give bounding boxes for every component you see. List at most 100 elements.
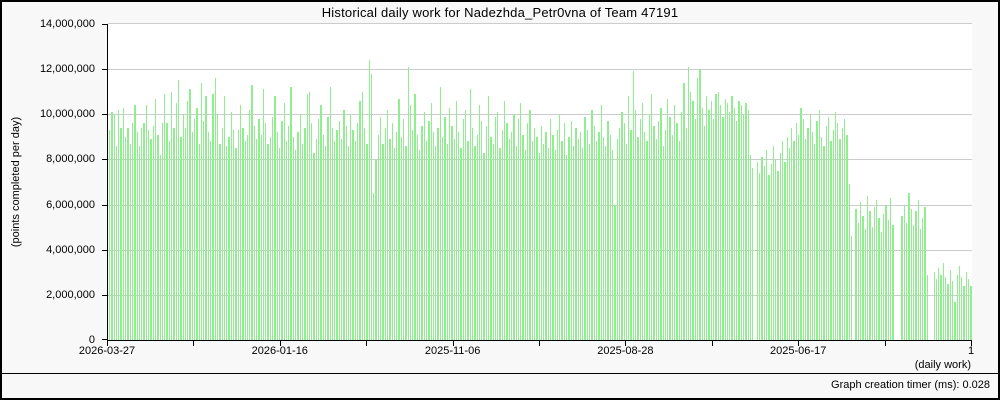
- y-tick: [102, 24, 107, 25]
- bar: [612, 150, 614, 340]
- bar: [901, 215, 903, 340]
- bar: [731, 96, 733, 340]
- bar: [527, 123, 529, 340]
- bar: [196, 107, 198, 340]
- gridline: [108, 159, 972, 161]
- bar: [770, 163, 772, 340]
- x-tick: [452, 341, 454, 346]
- bar: [382, 143, 384, 340]
- bar: [559, 114, 561, 340]
- bar: [435, 145, 437, 340]
- bar: [777, 170, 779, 340]
- bar: [816, 121, 818, 340]
- bar: [423, 112, 425, 340]
- bar: [717, 91, 719, 340]
- bar: [855, 209, 857, 340]
- bar: [283, 103, 285, 340]
- x-axis-right-caption: (daily work): [914, 359, 971, 371]
- bar: [458, 132, 460, 340]
- bar: [947, 283, 949, 340]
- x-tick: [971, 341, 972, 346]
- bar: [802, 118, 804, 340]
- bar: [329, 87, 331, 340]
- bar: [524, 150, 527, 340]
- bar: [400, 136, 402, 340]
- bar: [708, 109, 710, 340]
- bar: [768, 175, 770, 340]
- bar: [143, 123, 145, 340]
- bar: [370, 73, 373, 340]
- bar: [614, 204, 616, 340]
- y-tick: [102, 114, 107, 116]
- bar: [800, 107, 802, 340]
- bar: [598, 132, 600, 340]
- bar: [276, 132, 278, 340]
- bar: [956, 274, 958, 340]
- bar: [644, 132, 646, 340]
- bar: [951, 281, 954, 340]
- bar: [827, 116, 830, 340]
- bar: [903, 204, 906, 340]
- bar: [380, 116, 382, 340]
- bar: [729, 112, 731, 340]
- bar: [685, 127, 687, 340]
- bar: [313, 152, 315, 340]
- bar: [210, 141, 212, 340]
- bar: [786, 136, 788, 340]
- bar: [109, 130, 111, 340]
- bar: [540, 125, 543, 340]
- bar: [269, 136, 272, 340]
- bar: [669, 116, 671, 340]
- x-tick-label: 2025-11-06: [424, 345, 481, 357]
- x-tick: [798, 341, 800, 346]
- bar: [347, 145, 350, 340]
- bar: [494, 116, 497, 340]
- bar: [246, 134, 249, 340]
- bar: [345, 125, 347, 340]
- bar: [763, 166, 765, 340]
- bar: [791, 127, 793, 340]
- bar: [550, 118, 552, 340]
- bar: [621, 112, 623, 340]
- bar: [706, 96, 708, 340]
- bar: [788, 148, 791, 340]
- bar: [719, 105, 722, 340]
- bars-container: [109, 24, 972, 340]
- bar: [272, 116, 274, 340]
- bar: [563, 123, 566, 340]
- bar: [575, 127, 577, 340]
- bar: [876, 200, 878, 340]
- bar: [742, 114, 745, 340]
- bar: [180, 136, 182, 340]
- bar: [834, 112, 837, 340]
- bar: [239, 105, 242, 340]
- bar: [182, 114, 184, 340]
- bar: [915, 211, 917, 340]
- bar: [141, 127, 143, 340]
- bar: [244, 141, 246, 340]
- bar: [651, 93, 653, 340]
- y-tick: [102, 294, 107, 296]
- bar: [115, 145, 118, 340]
- bar: [517, 118, 520, 340]
- bar: [216, 114, 219, 340]
- bar: [600, 105, 602, 340]
- bar: [256, 139, 258, 340]
- bar: [703, 125, 706, 340]
- bar: [327, 116, 329, 340]
- bar: [740, 105, 742, 340]
- bar: [667, 98, 669, 340]
- x-tick: [107, 341, 108, 346]
- bar: [253, 125, 255, 340]
- x-tick-label: 2025-08-28: [597, 345, 654, 357]
- bar: [198, 143, 200, 340]
- bar: [157, 134, 159, 340]
- bar: [304, 127, 306, 340]
- bar: [568, 136, 570, 340]
- bar: [492, 143, 494, 340]
- bar: [779, 152, 781, 340]
- bar: [251, 84, 253, 340]
- x-tick-label: 2026-03-27: [78, 345, 136, 357]
- bar: [616, 139, 618, 340]
- bar: [467, 141, 469, 340]
